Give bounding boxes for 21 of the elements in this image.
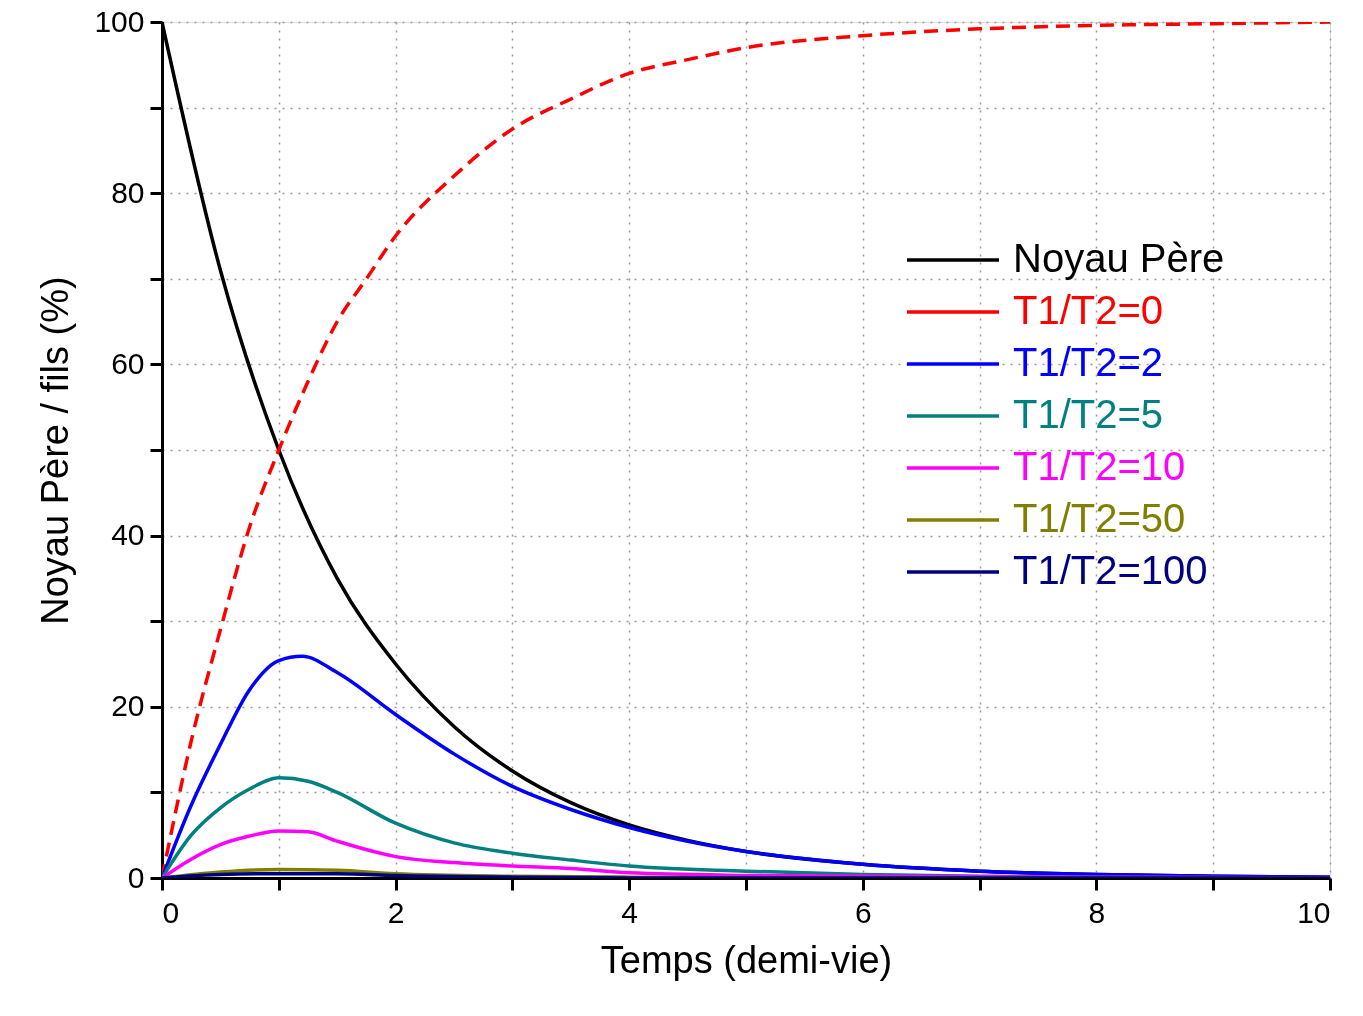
legend-label: T1/T2=10 [1013, 444, 1186, 488]
y-tick-label: 80 [111, 175, 145, 209]
x-tick-label: 2 [387, 895, 405, 929]
legend-label: T1/T2=2 [1013, 340, 1164, 384]
legend-label: T1/T2=100 [1013, 548, 1208, 592]
x-tick-label: 4 [621, 895, 639, 929]
y-tick-label: 0 [127, 860, 145, 894]
x-axis-title: Temps (demi-vie) [600, 938, 893, 981]
x-tick-label: 10 [1297, 895, 1331, 929]
y-tick-label: 40 [111, 518, 145, 552]
legend-label: T1/T2=0 [1013, 288, 1164, 332]
y-axis-title: Noyau Père / fils (%) [34, 276, 77, 625]
y-tick-label: 100 [94, 4, 145, 38]
x-tick-label: 0 [162, 895, 180, 929]
legend-label: T1/T2=50 [1013, 496, 1186, 540]
legend-label: Noyau Père [1013, 236, 1225, 280]
y-tick-label: 20 [111, 689, 145, 723]
x-tick-label: 8 [1088, 895, 1106, 929]
y-tick-label: 60 [111, 346, 145, 380]
x-tick-label: 6 [854, 895, 872, 929]
legend-label: T1/T2=5 [1013, 392, 1164, 436]
